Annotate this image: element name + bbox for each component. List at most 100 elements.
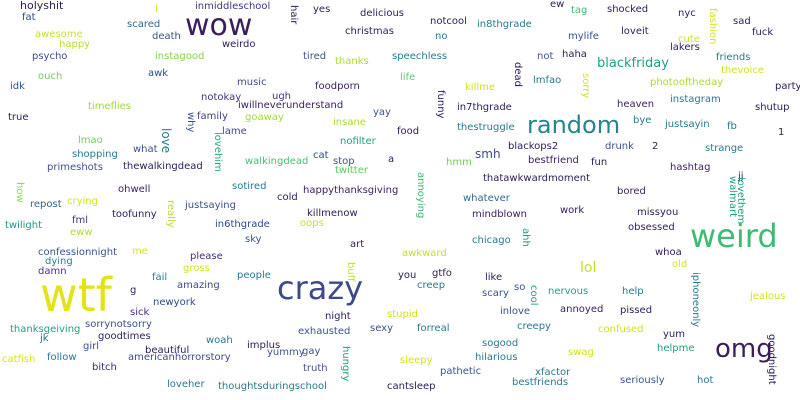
word: shocked (607, 4, 649, 15)
word: forreal (417, 323, 450, 334)
word: toofunny (112, 209, 157, 220)
word: sleepy (400, 355, 433, 366)
word: lame (222, 126, 247, 137)
word: cool (528, 285, 539, 306)
word: in7thgrade (457, 102, 512, 113)
word: repost (30, 199, 62, 210)
word: scary (482, 288, 509, 299)
word: hair (288, 5, 299, 25)
word: scared (127, 19, 161, 30)
word: killmenow (307, 208, 358, 219)
word: fail (152, 272, 168, 283)
word: art (350, 239, 365, 250)
word: jealous (750, 291, 786, 302)
word: newyork (153, 297, 196, 308)
word: stupid (387, 309, 418, 320)
word: bye (633, 115, 652, 126)
word: a (388, 154, 395, 165)
word: bestfriend (528, 155, 579, 166)
word: yum (663, 329, 685, 340)
word: iphoneonly (690, 272, 701, 328)
word: in6thgrade (215, 219, 270, 230)
word: delicious (360, 8, 404, 19)
word: lol (580, 260, 597, 276)
word: not (537, 51, 554, 62)
word: goaway (245, 112, 284, 123)
word: hashtag (670, 162, 711, 173)
word: hungry (340, 346, 351, 382)
word: thanks (335, 56, 369, 67)
word: missyou (637, 207, 679, 218)
word: bitch (92, 362, 117, 373)
word: nofilter (340, 136, 376, 147)
word: mylife (568, 31, 599, 42)
word: please (190, 251, 223, 262)
word: family (197, 111, 228, 122)
word: woah (206, 335, 233, 346)
word: yummy (267, 347, 305, 358)
word: beautiful (145, 345, 190, 356)
word: girl (83, 341, 100, 352)
word: follow (47, 352, 77, 363)
word: life (400, 72, 416, 83)
word: me (132, 246, 148, 257)
word: fml (72, 215, 89, 226)
word: sad (733, 16, 751, 27)
word: ouch (38, 71, 63, 82)
word: helpme (657, 343, 695, 354)
word: cute (678, 34, 700, 45)
word: annoyed (560, 304, 604, 315)
word: shopping (72, 149, 118, 160)
word: mindblown (472, 209, 527, 220)
word: thanksgeiving (10, 324, 81, 335)
word: you (398, 270, 417, 281)
word: amazing (177, 280, 220, 291)
word: how (14, 182, 25, 203)
word: 1 (778, 127, 785, 138)
word: sick (130, 307, 150, 318)
word: jj (738, 171, 744, 182)
word: gay (302, 346, 321, 357)
word: yes (313, 4, 331, 15)
word: love (159, 128, 173, 154)
word: weird (690, 217, 778, 255)
word: weirdo (222, 39, 256, 50)
word: awesome (35, 29, 83, 40)
word: seriously (620, 375, 665, 386)
word: photooftheday (650, 77, 724, 88)
word: lovehim (212, 132, 223, 172)
word: wtf (40, 268, 112, 322)
word: no (435, 31, 448, 42)
word: truth (303, 363, 328, 374)
word: confused (598, 324, 644, 335)
word: funny (435, 90, 446, 119)
word: implus (247, 340, 281, 351)
word: whoa (655, 247, 682, 258)
word: dead (512, 62, 523, 87)
word: ahh (520, 228, 531, 247)
word: justsaying (185, 200, 236, 211)
word: happythanksgiving (303, 185, 399, 196)
word: hmm (446, 157, 472, 168)
word: killme (465, 82, 496, 93)
word: fuck (752, 27, 774, 38)
word: loveit (621, 26, 649, 37)
word: creep (417, 280, 446, 291)
word: blackfriday (597, 56, 669, 71)
word: oops (300, 218, 324, 229)
word: yay (373, 107, 391, 118)
word: like (485, 272, 503, 283)
word: thatawkwardmoment (483, 173, 591, 184)
word: friends (716, 52, 751, 63)
word: crazy (277, 269, 364, 307)
word: blackops2 (508, 141, 559, 152)
word: twilight (5, 220, 43, 231)
word: americanhorrorstory (128, 352, 231, 363)
word: sorry (580, 73, 591, 99)
word: idk (10, 81, 25, 92)
word: lakers (670, 42, 700, 53)
word: what (133, 144, 158, 155)
word: inmiddleschool (195, 1, 271, 12)
word: fb (727, 121, 737, 132)
word: annoying (415, 172, 426, 219)
